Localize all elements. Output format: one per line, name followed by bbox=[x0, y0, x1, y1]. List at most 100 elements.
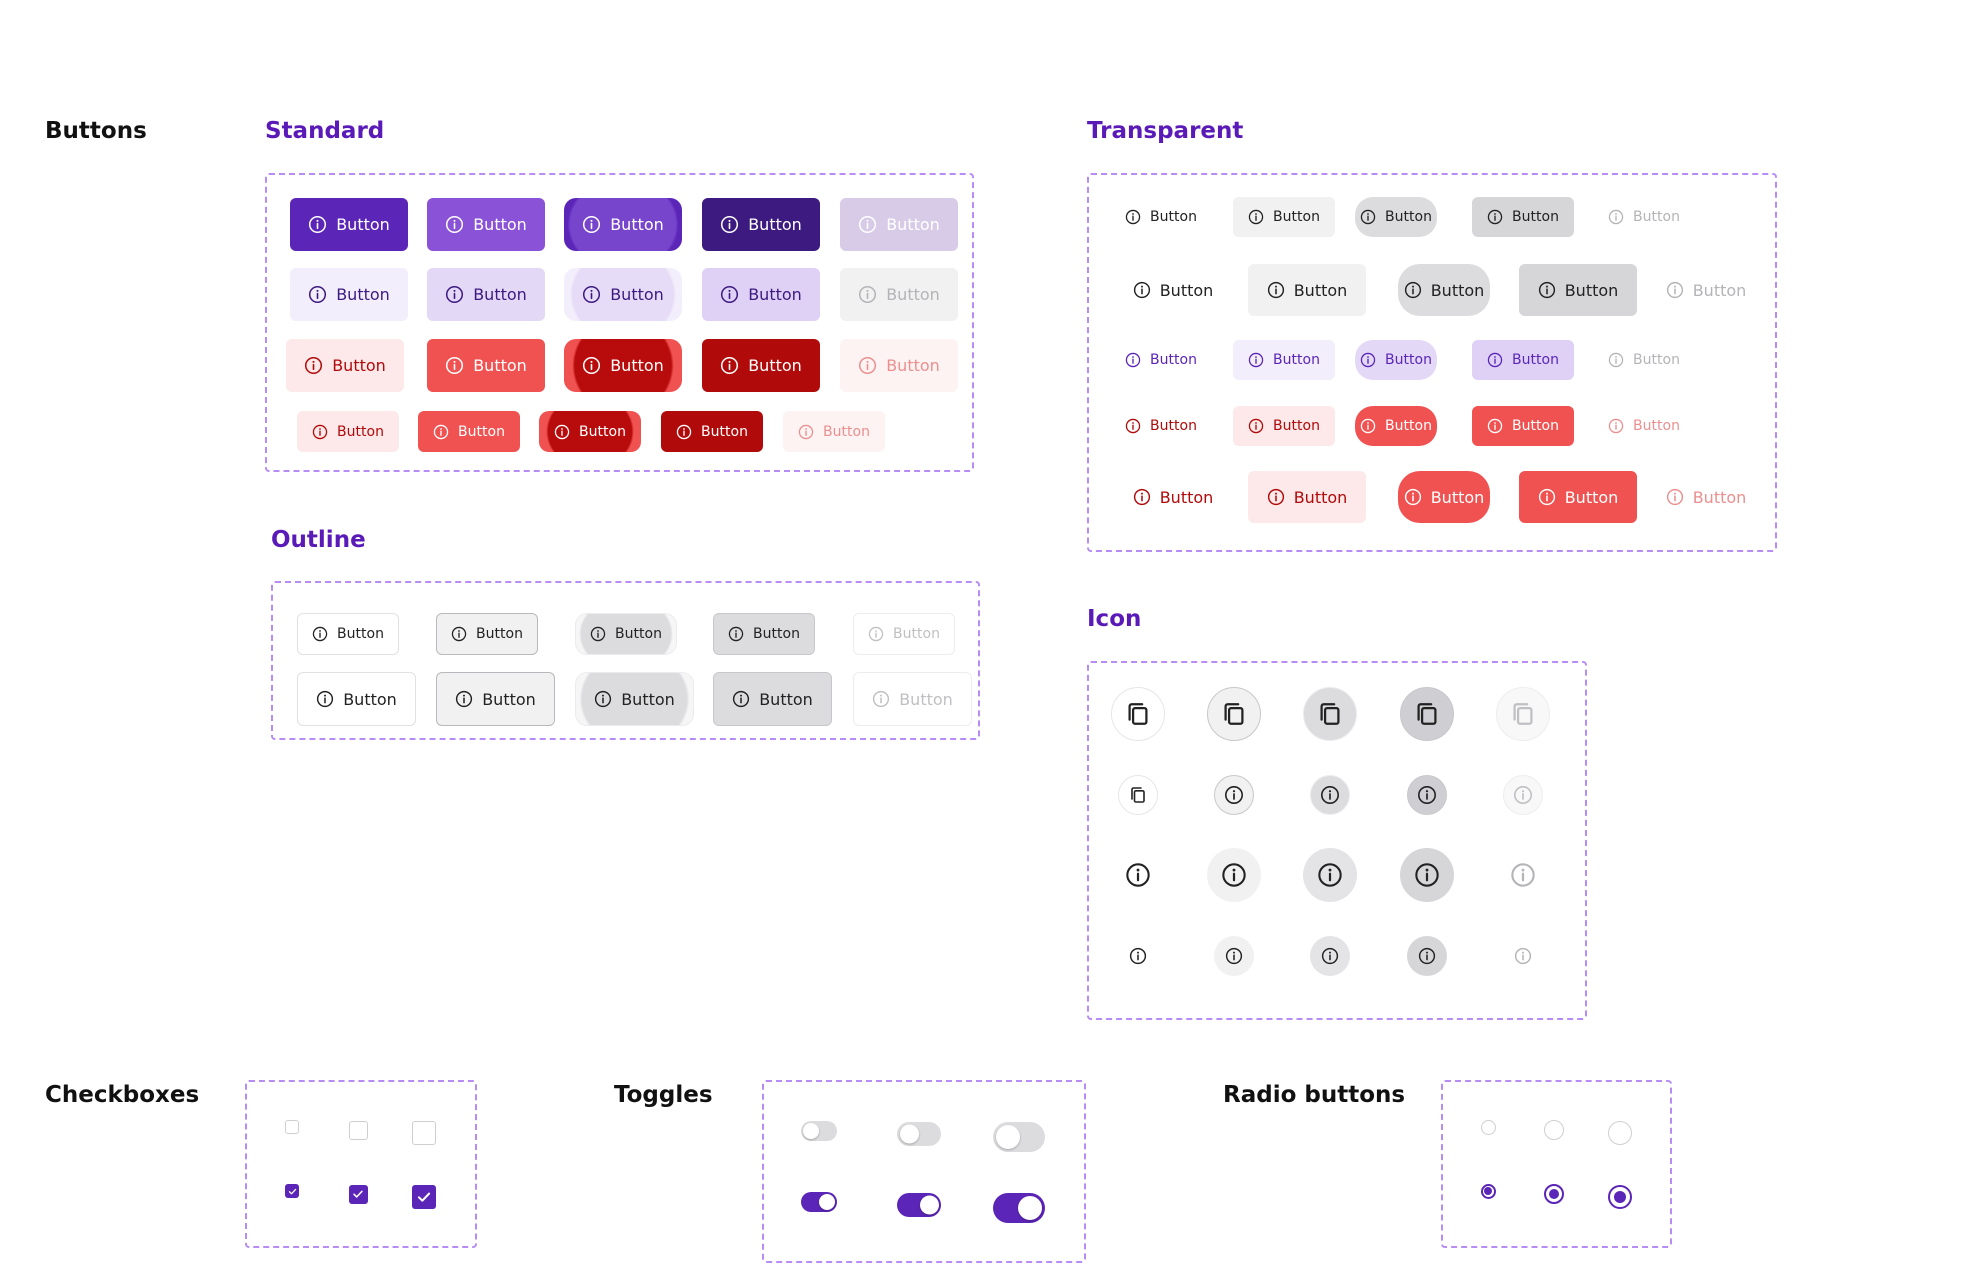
transparent-button-disabled[interactable]: Button bbox=[1598, 406, 1690, 446]
outline-button-hover[interactable]: Button bbox=[436, 672, 555, 726]
transparent-button-pressed[interactable]: Button bbox=[1355, 197, 1437, 237]
icon-button-default[interactable] bbox=[1111, 848, 1165, 902]
outline-button-hover[interactable]: Button bbox=[436, 613, 538, 655]
outline-button-default[interactable]: Button bbox=[297, 613, 399, 655]
standard-button-default[interactable]: Button bbox=[297, 411, 399, 452]
checkbox-unchecked-medium[interactable] bbox=[348, 1120, 368, 1140]
standard-button-pressed[interactable]: Button bbox=[564, 198, 682, 251]
standard-button-hover[interactable]: Button bbox=[427, 339, 545, 392]
standard-button-focused[interactable]: Button bbox=[702, 198, 820, 251]
button-label: Button bbox=[621, 689, 675, 709]
checkbox-checked-large[interactable] bbox=[412, 1185, 436, 1209]
standard-button-hover[interactable]: Button bbox=[427, 268, 545, 321]
transparent-button-pressed[interactable]: Button bbox=[1398, 264, 1490, 316]
button-label: Button bbox=[336, 285, 390, 304]
outline-button-default[interactable]: Button bbox=[297, 672, 416, 726]
toggle-off-large[interactable] bbox=[993, 1122, 1045, 1152]
checkbox-unchecked-large[interactable] bbox=[412, 1121, 436, 1145]
standard-button-default[interactable]: Button bbox=[290, 268, 408, 321]
icon-button-pressed[interactable] bbox=[1303, 848, 1357, 902]
icon-button-default[interactable] bbox=[1118, 775, 1158, 815]
outline-button-disabled[interactable]: Button bbox=[853, 672, 972, 726]
icon-button-disabled[interactable] bbox=[1503, 936, 1543, 976]
checkbox-checked-medium[interactable] bbox=[348, 1184, 368, 1204]
standard-button-focused[interactable]: Button bbox=[702, 339, 820, 392]
icon-button-pressed[interactable] bbox=[1303, 687, 1357, 741]
transparent-button-hover[interactable]: Button bbox=[1233, 197, 1335, 237]
standard-button-default[interactable]: Button bbox=[286, 339, 404, 392]
radio-unselected-medium[interactable] bbox=[1544, 1120, 1564, 1140]
standard-button-disabled[interactable]: Button bbox=[840, 339, 958, 392]
outline-button-focused[interactable]: Button bbox=[713, 672, 832, 726]
icon-button-hover[interactable] bbox=[1207, 687, 1261, 741]
button-label: Button bbox=[458, 423, 505, 440]
transparent-button-hover[interactable]: Button bbox=[1233, 340, 1335, 380]
transparent-button-default[interactable]: Button bbox=[1120, 264, 1226, 316]
toggle-off-medium[interactable] bbox=[897, 1122, 941, 1146]
icon-button-focused[interactable] bbox=[1407, 936, 1447, 976]
outline-button-pressed[interactable]: Button bbox=[575, 672, 694, 726]
transparent-button-disabled[interactable]: Button bbox=[1653, 264, 1759, 316]
radio-unselected-large[interactable] bbox=[1608, 1121, 1632, 1145]
outline-button-pressed[interactable]: Button bbox=[575, 613, 677, 655]
icon-button-default[interactable] bbox=[1111, 687, 1165, 741]
toggle-on-medium[interactable] bbox=[897, 1193, 941, 1217]
standard-button-hover[interactable]: Button bbox=[427, 198, 545, 251]
standard-button-disabled[interactable]: Button bbox=[840, 198, 958, 251]
standard-button-pressed[interactable]: Button bbox=[564, 339, 682, 392]
radio-selected-large[interactable] bbox=[1608, 1185, 1632, 1209]
transparent-button-focused[interactable]: Button bbox=[1519, 471, 1637, 523]
standard-button-disabled[interactable]: Button bbox=[840, 268, 958, 321]
transparent-button-focused[interactable]: Button bbox=[1472, 406, 1574, 446]
transparent-button-focused[interactable]: Button bbox=[1519, 264, 1637, 316]
transparent-button-focused[interactable]: Button bbox=[1472, 197, 1574, 237]
transparent-button-default[interactable]: Button bbox=[1115, 197, 1207, 237]
standard-button-pressed[interactable]: Button bbox=[564, 268, 682, 321]
toggle-on-small[interactable] bbox=[801, 1192, 837, 1212]
transparent-button-hover[interactable]: Button bbox=[1248, 264, 1366, 316]
standard-button-default[interactable]: Button bbox=[290, 198, 408, 251]
info-icon bbox=[312, 424, 328, 440]
info-icon bbox=[1514, 947, 1532, 965]
transparent-button-focused[interactable]: Button bbox=[1472, 340, 1574, 380]
transparent-button-disabled[interactable]: Button bbox=[1653, 471, 1759, 523]
radio-selected-small[interactable] bbox=[1480, 1183, 1496, 1199]
icon-button-hover[interactable] bbox=[1214, 936, 1254, 976]
icon-button-disabled[interactable] bbox=[1496, 687, 1550, 741]
checkbox-checked-small[interactable] bbox=[285, 1184, 299, 1198]
radio-selected-medium[interactable] bbox=[1544, 1184, 1564, 1204]
standard-button-focused[interactable]: Button bbox=[661, 411, 763, 452]
radio-unselected-small[interactable] bbox=[1480, 1119, 1496, 1135]
toggle-off-small[interactable] bbox=[801, 1121, 837, 1141]
standard-button-pressed[interactable]: Button bbox=[539, 411, 641, 452]
toggle-on-large[interactable] bbox=[993, 1193, 1045, 1223]
transparent-button-default[interactable]: Button bbox=[1115, 406, 1207, 446]
transparent-button-pressed[interactable]: Button bbox=[1355, 406, 1437, 446]
transparent-button-default[interactable]: Button bbox=[1120, 471, 1226, 523]
transparent-button-disabled[interactable]: Button bbox=[1598, 340, 1690, 380]
icon-button-disabled[interactable] bbox=[1503, 775, 1543, 815]
checkbox-unchecked-small[interactable] bbox=[285, 1120, 299, 1134]
icon-button-focused[interactable] bbox=[1407, 775, 1447, 815]
icon-button-default[interactable] bbox=[1118, 936, 1158, 976]
icon-button-hover[interactable] bbox=[1207, 848, 1261, 902]
transparent-button-pressed[interactable]: Button bbox=[1398, 471, 1490, 523]
outline-button-disabled[interactable]: Button bbox=[853, 613, 955, 655]
icon-button-hover[interactable] bbox=[1214, 775, 1254, 815]
info-icon bbox=[1360, 352, 1376, 368]
transparent-button-hover[interactable]: Button bbox=[1248, 471, 1366, 523]
icon-button-focused[interactable] bbox=[1400, 687, 1454, 741]
info-icon bbox=[1125, 352, 1141, 368]
standard-button-focused[interactable]: Button bbox=[702, 268, 820, 321]
transparent-button-disabled[interactable]: Button bbox=[1598, 197, 1690, 237]
standard-button-hover[interactable]: Button bbox=[418, 411, 520, 452]
icon-button-disabled[interactable] bbox=[1496, 848, 1550, 902]
icon-button-focused[interactable] bbox=[1400, 848, 1454, 902]
icon-button-pressed[interactable] bbox=[1310, 775, 1350, 815]
icon-button-pressed[interactable] bbox=[1310, 936, 1350, 976]
standard-button-disabled[interactable]: Button bbox=[783, 411, 885, 452]
transparent-button-hover[interactable]: Button bbox=[1233, 406, 1335, 446]
transparent-button-default[interactable]: Button bbox=[1115, 340, 1207, 380]
transparent-button-pressed[interactable]: Button bbox=[1355, 340, 1437, 380]
outline-button-focused[interactable]: Button bbox=[713, 613, 815, 655]
